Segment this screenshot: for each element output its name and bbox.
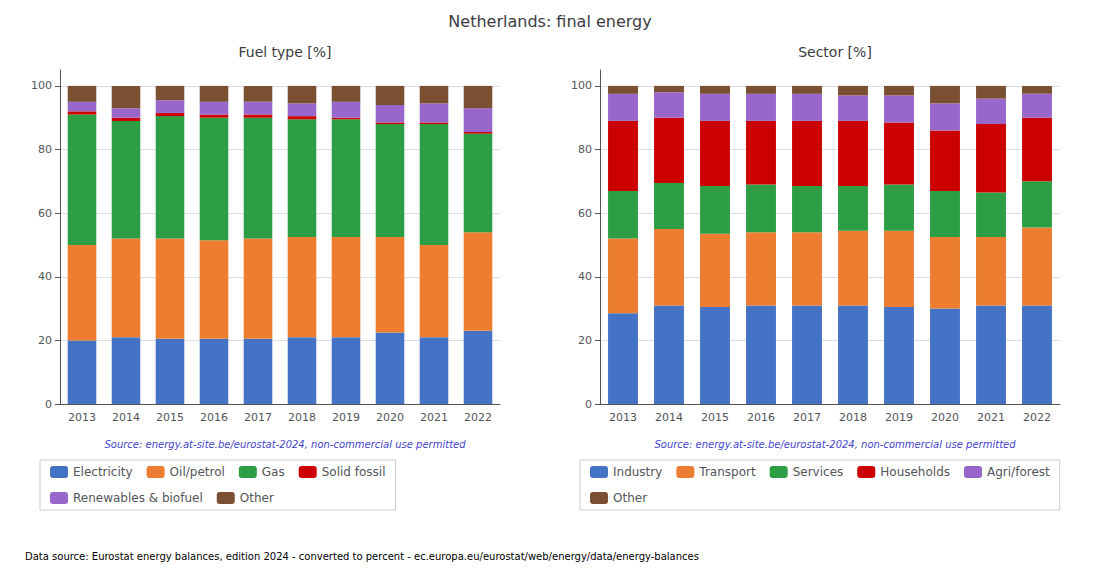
svg-text:2018: 2018 xyxy=(288,411,316,424)
svg-text:2019: 2019 xyxy=(332,411,360,424)
svg-text:Households: Households xyxy=(880,465,950,479)
svg-text:Fuel type [%]: Fuel type [%] xyxy=(238,44,331,60)
svg-text:2013: 2013 xyxy=(68,411,96,424)
svg-text:0: 0 xyxy=(45,398,52,411)
svg-text:20: 20 xyxy=(38,334,52,347)
svg-text:Transport: Transport xyxy=(698,465,756,479)
svg-text:2019: 2019 xyxy=(885,411,913,424)
svg-text:100: 100 xyxy=(571,79,592,92)
svg-text:Data source: Eurostat energy b: Data source: Eurostat energy balances, e… xyxy=(25,551,699,562)
svg-text:2016: 2016 xyxy=(200,411,228,424)
svg-text:Other: Other xyxy=(613,491,647,505)
svg-text:Industry: Industry xyxy=(613,465,662,479)
svg-text:2021: 2021 xyxy=(420,411,448,424)
svg-text:2022: 2022 xyxy=(1023,411,1051,424)
svg-text:2014: 2014 xyxy=(112,411,140,424)
svg-text:0: 0 xyxy=(585,398,592,411)
svg-text:40: 40 xyxy=(38,270,52,283)
svg-text:Netherlands: final energy: Netherlands: final energy xyxy=(448,12,651,31)
svg-text:100: 100 xyxy=(31,79,52,92)
svg-text:2015: 2015 xyxy=(156,411,184,424)
svg-text:2014: 2014 xyxy=(655,411,683,424)
svg-text:60: 60 xyxy=(578,207,592,220)
svg-text:60: 60 xyxy=(38,207,52,220)
svg-text:2020: 2020 xyxy=(931,411,959,424)
svg-text:Electricity: Electricity xyxy=(73,465,133,479)
svg-text:2015: 2015 xyxy=(701,411,729,424)
svg-text:2022: 2022 xyxy=(464,411,492,424)
svg-text:2018: 2018 xyxy=(839,411,867,424)
svg-text:Oil/petrol: Oil/petrol xyxy=(170,465,225,479)
svg-text:Source: energy.at-site.be/euro: Source: energy.at-site.be/eurostat-2024,… xyxy=(104,439,466,450)
svg-text:Services: Services xyxy=(793,465,844,479)
svg-text:2021: 2021 xyxy=(977,411,1005,424)
svg-text:2017: 2017 xyxy=(793,411,821,424)
svg-text:Solid fossil: Solid fossil xyxy=(322,465,386,479)
svg-text:2020: 2020 xyxy=(376,411,404,424)
svg-text:Sector [%]: Sector [%] xyxy=(798,44,872,60)
svg-text:40: 40 xyxy=(578,270,592,283)
svg-text:Other: Other xyxy=(240,491,274,505)
svg-text:2017: 2017 xyxy=(244,411,272,424)
svg-text:Source: energy.at-site.be/euro: Source: energy.at-site.be/eurostat-2024,… xyxy=(654,439,1016,450)
svg-text:80: 80 xyxy=(578,143,592,156)
svg-text:Agri/forest: Agri/forest xyxy=(987,465,1050,479)
svg-text:2013: 2013 xyxy=(609,411,637,424)
svg-text:Renewables & biofuel: Renewables & biofuel xyxy=(73,491,203,505)
svg-text:80: 80 xyxy=(38,143,52,156)
svg-text:20: 20 xyxy=(578,334,592,347)
svg-text:2016: 2016 xyxy=(747,411,775,424)
svg-text:Gas: Gas xyxy=(262,465,285,479)
